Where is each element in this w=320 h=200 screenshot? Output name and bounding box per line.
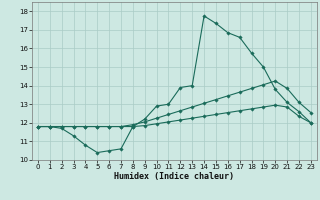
X-axis label: Humidex (Indice chaleur): Humidex (Indice chaleur) [115, 172, 234, 181]
